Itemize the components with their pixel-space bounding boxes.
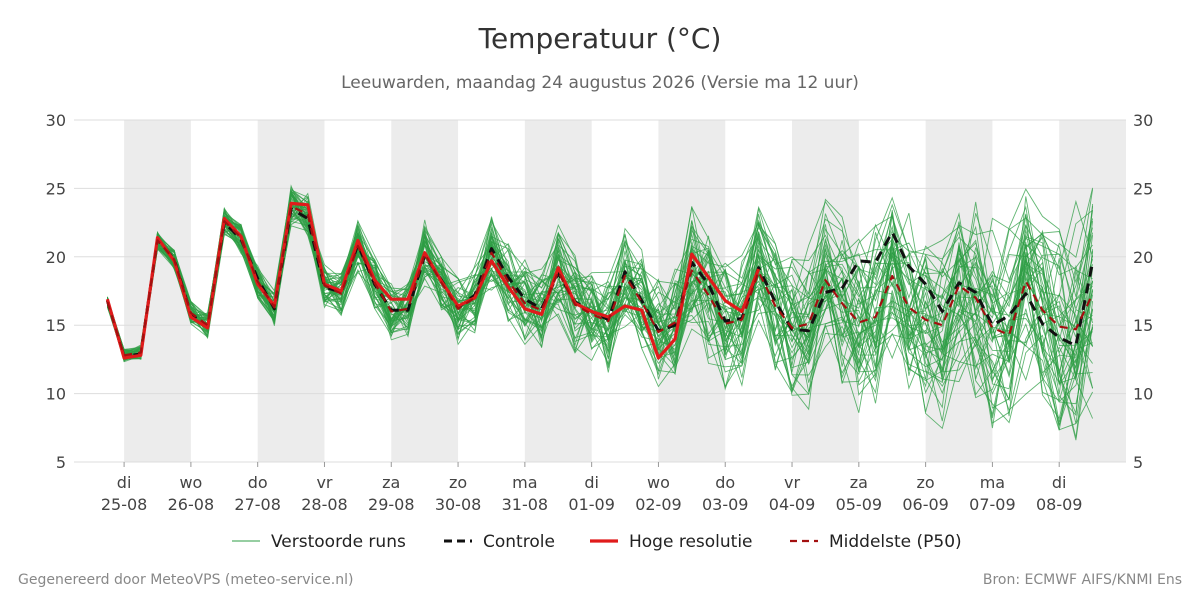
legend-label-control: Controle xyxy=(483,532,555,552)
x-tick-day: vr xyxy=(784,473,800,492)
ensemble-run-line xyxy=(106,202,1094,376)
footer-source: Bron: ECMWF AIFS/KNMI Ens xyxy=(982,572,1182,588)
footer-credit: Gegenereerd door MeteoVPS (meteo-service… xyxy=(18,572,354,588)
x-tick-date: 03-09 xyxy=(702,495,749,514)
y-tick-label: 5 xyxy=(56,453,66,472)
x-tick-date: 01-09 xyxy=(568,495,615,514)
y-axis-left: 5 10 15 20 25 30 xyxy=(46,111,66,472)
x-tick-day: wo xyxy=(647,473,670,492)
median-series-line xyxy=(106,205,1094,357)
x-tick-day: di xyxy=(584,473,599,492)
x-tick-day: do xyxy=(715,473,735,492)
x-tick-date: 29-08 xyxy=(368,495,415,514)
x-tick-date: 27-08 xyxy=(234,495,281,514)
x-tick-day: di xyxy=(117,473,132,492)
x-tick-date: 30-08 xyxy=(435,495,482,514)
x-tick-day: di xyxy=(1052,473,1067,492)
y-tick-label: 15 xyxy=(46,316,66,335)
day-band xyxy=(124,120,191,462)
x-tick-day: vr xyxy=(316,473,332,492)
legend-label-median: Middelste (P50) xyxy=(829,532,962,552)
y-tick-label: 25 xyxy=(46,179,66,198)
x-tick-date: 26-08 xyxy=(168,495,215,514)
y-tick-label: 20 xyxy=(1133,248,1153,267)
legend-label-ensemble: Verstoorde runs xyxy=(271,532,406,552)
x-axis: di 25-08 wo 26-08 do 27-08 vr 28-08 za 29-08 zo 30-… xyxy=(101,462,1083,514)
main-series xyxy=(105,201,1095,360)
chart-subtitle: Leeuwarden, maandag 24 augustus 2026 (Ve… xyxy=(341,73,859,93)
y-tick-label: 10 xyxy=(46,385,66,404)
day-shading xyxy=(124,120,1126,462)
y-tick-label: 25 xyxy=(1133,179,1153,198)
y-tick-label: 30 xyxy=(46,111,66,130)
temperature-chart: 5 10 15 20 25 30 5 10 15 20 25 30 di 25-08 wo 26-08 do… xyxy=(46,111,1154,552)
chart-title: Temperatuur (°C) xyxy=(478,22,722,55)
y-tick-label: 20 xyxy=(46,248,66,267)
ensemble-run-line xyxy=(106,192,1093,376)
y-tick-label: 30 xyxy=(1133,111,1153,130)
x-tick-day: zo xyxy=(449,473,467,492)
y-axis-right: 5 10 15 20 25 30 xyxy=(1133,111,1153,472)
x-tick-day: wo xyxy=(179,473,202,492)
ensemble-run-line xyxy=(106,192,1094,382)
y-tick-label: 15 xyxy=(1133,316,1153,335)
x-tick-date: 08-09 xyxy=(1036,495,1083,514)
x-tick-date: 02-09 xyxy=(635,495,682,514)
x-tick-day: za xyxy=(382,473,400,492)
grid-lines xyxy=(74,119,1126,463)
x-tick-date: 05-09 xyxy=(836,495,883,514)
x-tick-date: 31-08 xyxy=(502,495,549,514)
x-tick-date: 06-09 xyxy=(902,495,949,514)
y-tick-label: 10 xyxy=(1133,385,1153,404)
chart-legend: Verstoorde runs Controle Hoge resolutie Mid… xyxy=(232,532,962,552)
x-tick-day: do xyxy=(248,473,268,492)
x-tick-day: ma xyxy=(512,473,537,492)
x-tick-date: 28-08 xyxy=(301,495,348,514)
legend-label-hires: Hoge resolutie xyxy=(629,532,753,552)
x-tick-day: za xyxy=(850,473,868,492)
x-tick-date: 25-08 xyxy=(101,495,148,514)
y-tick-label: 5 xyxy=(1133,453,1143,472)
x-tick-date: 07-09 xyxy=(969,495,1016,514)
x-tick-date: 04-09 xyxy=(769,495,816,514)
x-tick-day: ma xyxy=(980,473,1005,492)
ensemble-run-line xyxy=(106,189,1093,362)
ensemble-run-line xyxy=(106,190,1094,387)
x-tick-day: zo xyxy=(917,473,935,492)
